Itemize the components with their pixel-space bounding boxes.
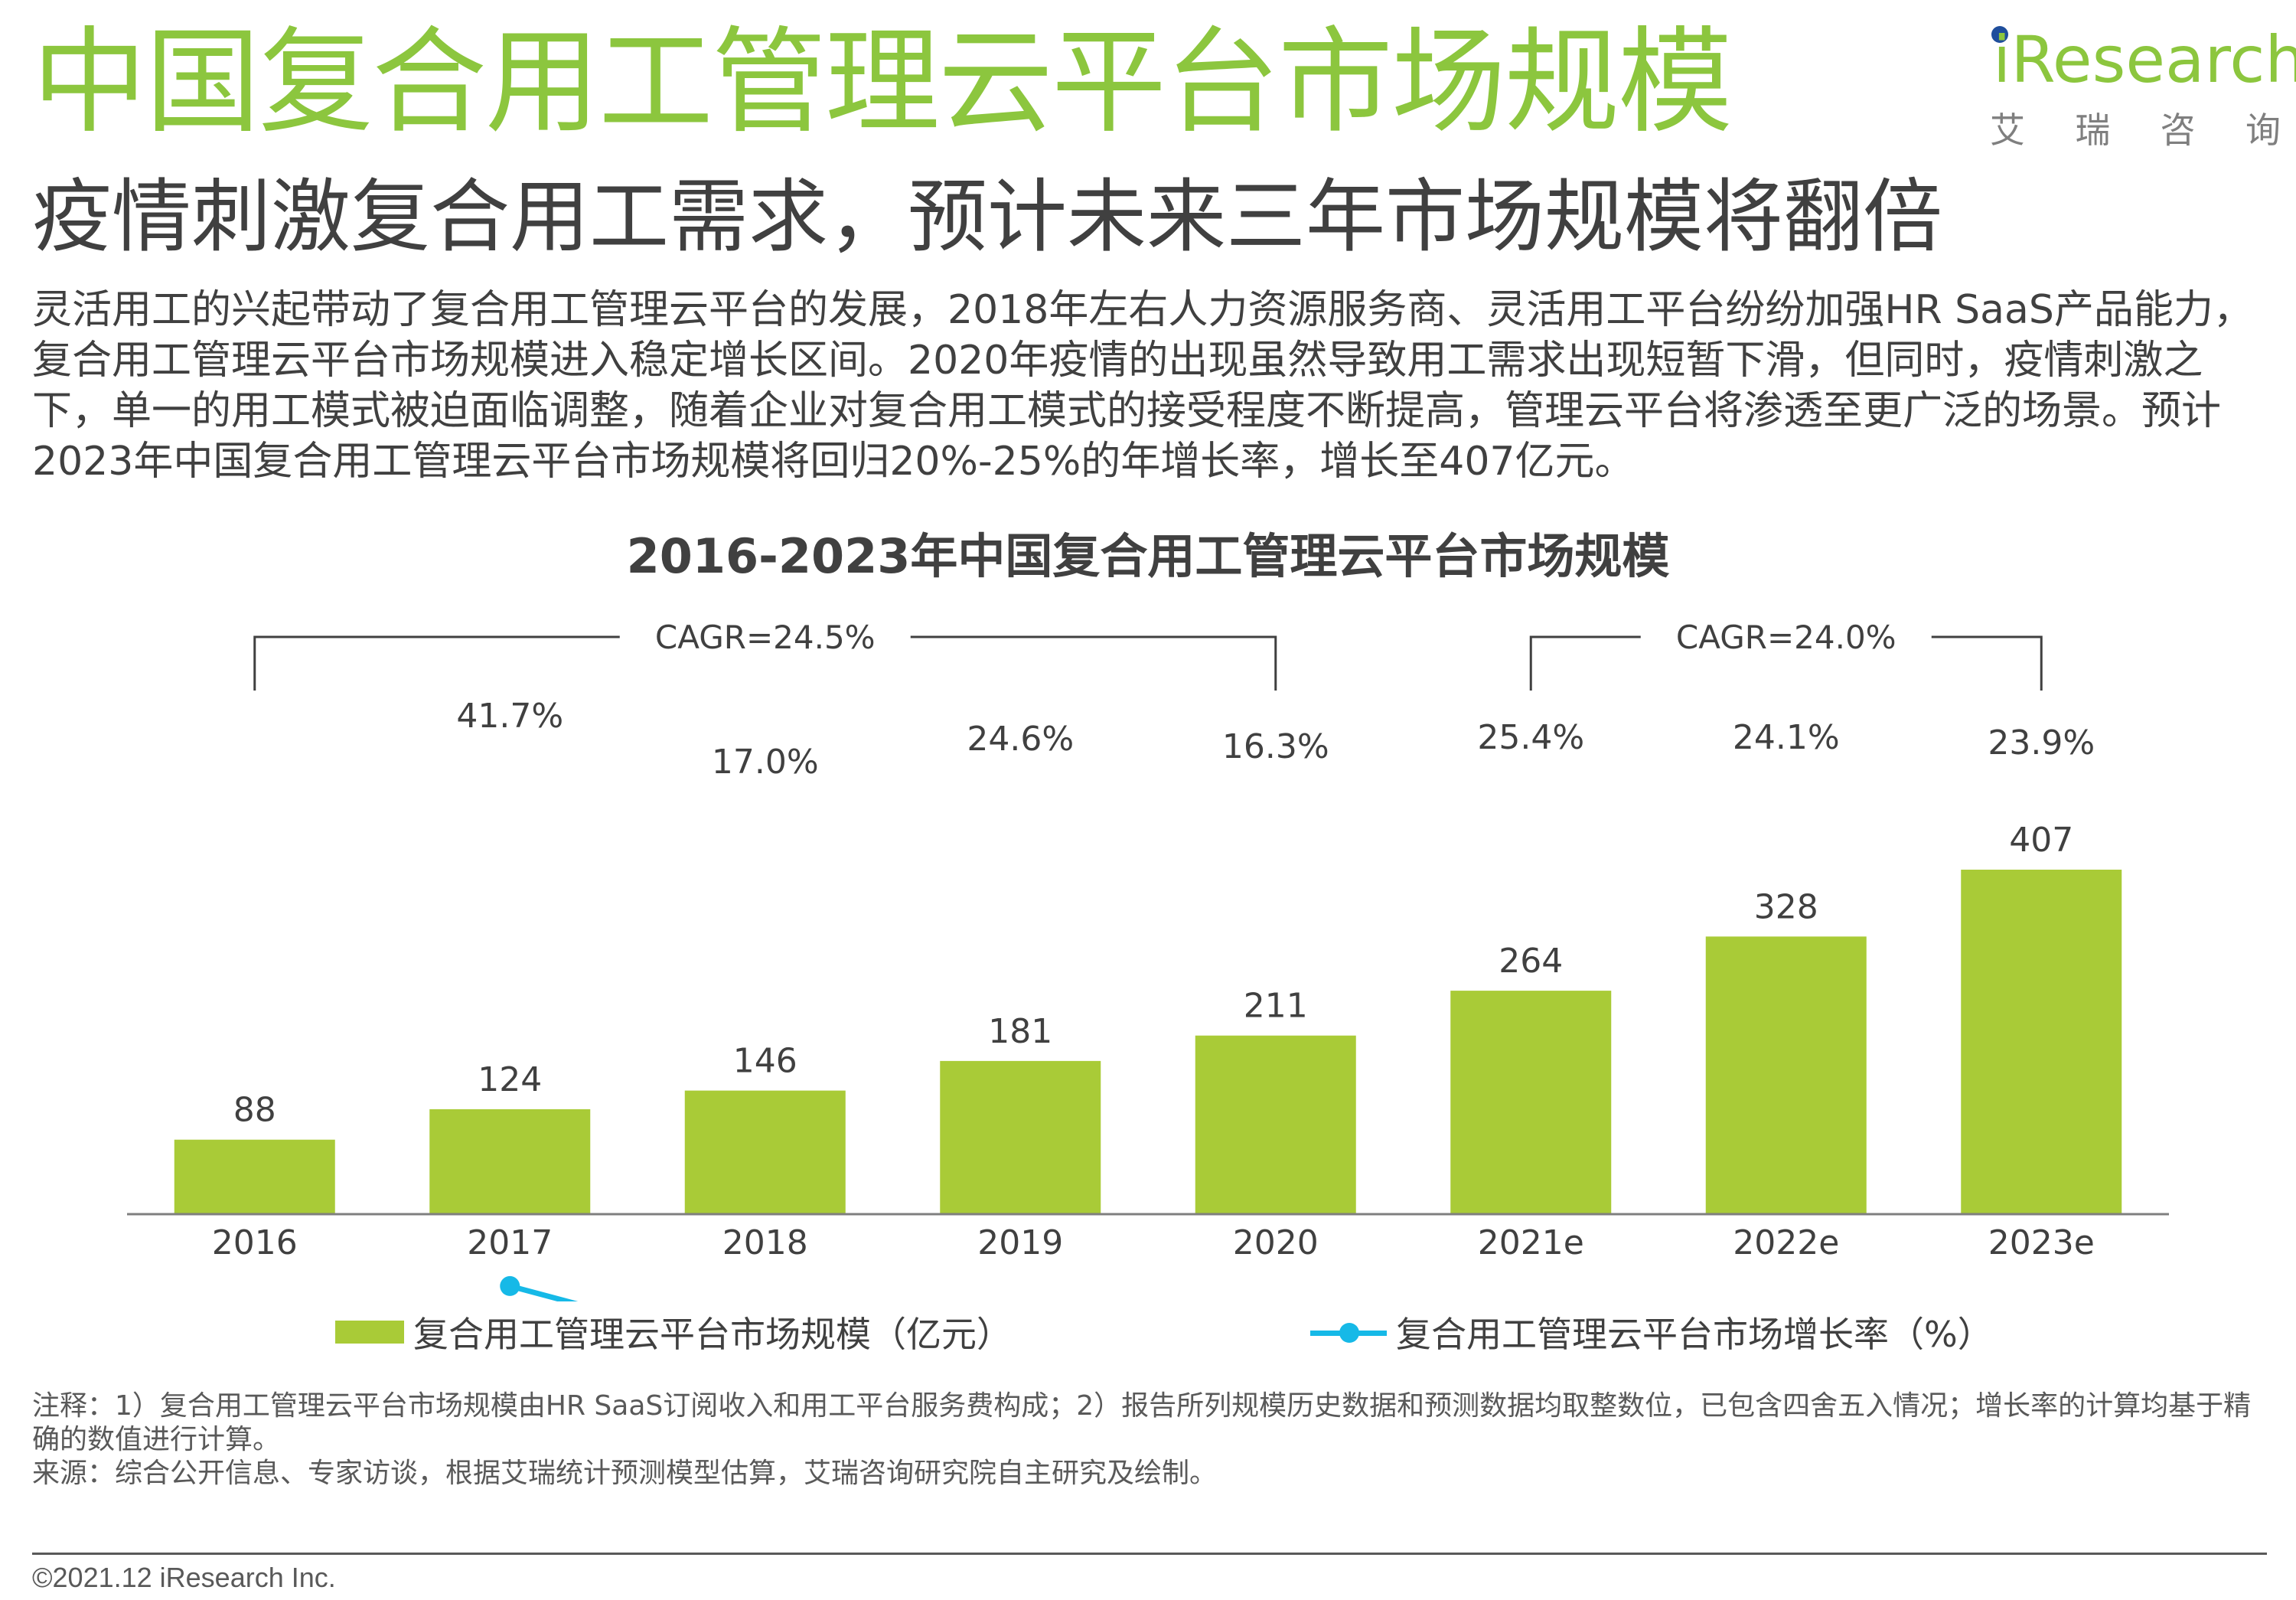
cagr-label: CAGR=24.5% bbox=[655, 619, 876, 656]
growth-rate-label: 24.6% bbox=[967, 720, 1074, 759]
bar-value-label: 181 bbox=[988, 1012, 1052, 1051]
growth-rate-label: 41.7% bbox=[456, 697, 563, 736]
growth-rate-line bbox=[509, 1283, 579, 1301]
growth-rate-label: 23.9% bbox=[1988, 723, 2095, 762]
growth-rate-label: 16.3% bbox=[1222, 727, 1329, 766]
bar-value-label: 211 bbox=[1244, 987, 1308, 1026]
market-size-chart: CAGR=24.5% CAGR=24.0% 88 124 146 181 211 264 32… bbox=[127, 619, 2169, 1301]
growth-point-2017 bbox=[500, 1275, 520, 1296]
x-tick-label: 2021e bbox=[1478, 1223, 1584, 1262]
page-title: 中国复合用工管理云平台市场规模 bbox=[32, 16, 1733, 149]
cagr-annotations: CAGR=24.5% CAGR=24.0% bbox=[253, 619, 2043, 691]
logo-char: 询 bbox=[2245, 109, 2281, 151]
chart-title: 2016-2023年中国复合用工管理云平台市场规模 bbox=[626, 528, 1670, 584]
logo-char: 艾 bbox=[1990, 109, 2025, 151]
bar-value-label: 328 bbox=[1754, 887, 1818, 926]
logo-dot-icon bbox=[1991, 26, 2008, 43]
growth-rate-series: 41.7% 17.0% 24.6% 16.3% 25.4% 24.1% 23.9% bbox=[456, 697, 2095, 1301]
x-tick-label: 2023e bbox=[1988, 1223, 2095, 1262]
footer-divider bbox=[32, 1553, 2267, 1555]
summary-paragraph: 灵活用工的兴起带动了复合用工管理云平台的发展，2018年左右人力资源服务商、灵活… bbox=[32, 287, 2253, 485]
bar-value-label: 407 bbox=[2009, 821, 2073, 860]
logo-wordmark: iResearch bbox=[1993, 22, 2296, 97]
cagr-label: CAGR=24.0% bbox=[1676, 619, 1896, 656]
chart-note: 注释：1）复合用工管理云平台市场规模由HR SaaS订阅收入和用工平台服务费构成… bbox=[32, 1390, 2252, 1455]
bar-2020 bbox=[1195, 1035, 1356, 1214]
bar-2022e bbox=[1705, 936, 1867, 1214]
cagr-bracket-2: CAGR=24.0% bbox=[1529, 619, 2043, 691]
x-tick-label: 2020 bbox=[1233, 1223, 1319, 1262]
bracket-left-arm bbox=[253, 635, 620, 691]
bar-2019 bbox=[940, 1060, 1101, 1214]
x-tick-label: 2017 bbox=[467, 1223, 553, 1262]
x-tick-label: 2022e bbox=[1733, 1223, 1839, 1262]
cagr-bracket-1: CAGR=24.5% bbox=[253, 619, 1277, 691]
bar-2021e bbox=[1450, 991, 1612, 1214]
bracket-right-arm bbox=[1931, 635, 2043, 691]
bar-value-label: 146 bbox=[733, 1042, 797, 1081]
legend-label-growth-rate: 复合用工管理云平台市场增长率（%） bbox=[1396, 1314, 1993, 1355]
bracket-right-arm bbox=[910, 635, 1277, 691]
growth-rate-label: 24.1% bbox=[1733, 718, 1840, 757]
logo-char: 咨 bbox=[2160, 109, 2196, 151]
logo-char: 瑞 bbox=[2075, 109, 2111, 151]
copyright: ©2021.12 iResearch Inc. bbox=[32, 1562, 336, 1593]
bar-2016 bbox=[174, 1139, 335, 1214]
chart-source: 来源：综合公开信息、专家访谈，根据艾瑞统计预测模型估算，艾瑞咨询研究院自主研究及… bbox=[32, 1458, 1218, 1489]
x-tick-label: 2016 bbox=[212, 1223, 298, 1262]
iresearch-logo: iResearch 艾 瑞 咨 询 bbox=[1982, 17, 2296, 155]
bar-value-label: 88 bbox=[233, 1091, 276, 1130]
x-tick-label: 2018 bbox=[722, 1223, 808, 1262]
logo-chinese-name: 艾 瑞 咨 询 bbox=[1990, 103, 2281, 153]
growth-rate-label: 25.4% bbox=[1477, 718, 1584, 757]
x-tick-label: 2019 bbox=[977, 1223, 1063, 1262]
x-axis: 2016 2017 2018 2019 2020 2021e 2022e 2023e bbox=[127, 1213, 2169, 1262]
bar-series: 88 124 146 181 211 264 328 407 bbox=[174, 821, 2122, 1214]
bar-value-label: 124 bbox=[478, 1060, 542, 1099]
line-marker-swatch-icon bbox=[1310, 1321, 1387, 1344]
page-subtitle: 疫情刺激复合用工需求，预计未来三年市场规模将翻倍 bbox=[32, 170, 1943, 263]
bar-2018 bbox=[684, 1090, 846, 1214]
bar-2017 bbox=[429, 1109, 591, 1214]
legend-item-market-size: 复合用工管理云平台市场规模（亿元） bbox=[335, 1305, 1012, 1359]
bar-value-label: 264 bbox=[1499, 942, 1563, 981]
bar-swatch-icon bbox=[335, 1321, 404, 1344]
growth-rate-label: 17.0% bbox=[712, 743, 819, 782]
bracket-left-arm bbox=[1529, 635, 1641, 691]
bar-2023e bbox=[1961, 870, 2122, 1214]
legend-label-market-size: 复合用工管理云平台市场规模（亿元） bbox=[413, 1314, 1012, 1355]
legend-item-growth-rate: 复合用工管理云平台市场增长率（%） bbox=[1310, 1305, 1993, 1359]
